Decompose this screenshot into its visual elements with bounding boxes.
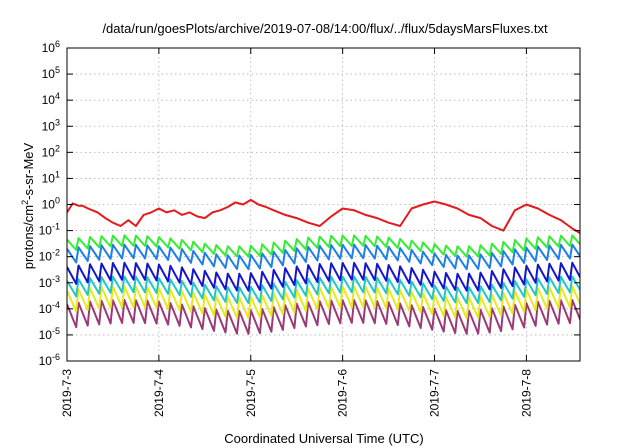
x-axis: 2019-7-3 2019-7-4 2019-7-5 2019-7-6 2019-7-7…: [60, 48, 533, 417]
y-tick-label: 10-5: [39, 326, 60, 342]
x-axis-label: Coordinated Universal Time (UTC): [224, 431, 423, 446]
y-tick-label-base: 10: [39, 224, 53, 238]
series-line: [67, 299, 580, 335]
y-tick-label-exponent: -1: [52, 222, 60, 232]
y-tick-label: 103: [42, 117, 60, 133]
x-tick-label: 2019-7-4: [152, 369, 166, 417]
y-tick-label-base: 10: [42, 119, 56, 133]
x-tick-label: 2019-7-6: [336, 369, 350, 417]
y-tick-label-exponent: 5: [55, 65, 60, 75]
y-tick-label: 102: [42, 143, 60, 159]
y-tick-label: 10-6: [39, 352, 60, 368]
series-line: [67, 261, 580, 292]
series-line: [67, 285, 580, 320]
y-tick-label-base: 10: [39, 354, 53, 368]
y-tick-label-exponent: 4: [55, 91, 60, 101]
x-tick-label: 2019-7-8: [519, 369, 533, 417]
y-tick-label: 101: [42, 169, 60, 185]
y-tick-label-exponent: 3: [55, 117, 60, 127]
y-tick-label: 10-3: [39, 274, 60, 290]
x-tick-label: 2019-7-7: [428, 369, 442, 417]
series-line: [67, 234, 580, 258]
y-tick-label-exponent: -3: [52, 274, 60, 284]
y-tick-label: 10-1: [39, 222, 60, 238]
series-group: [67, 198, 580, 335]
y-tick-label-exponent: 2: [55, 143, 60, 153]
y-tick-label-exponent: -5: [52, 326, 60, 336]
y-tick-label: 10-4: [39, 300, 60, 316]
y-tick-label-exponent: -4: [52, 300, 60, 310]
y-tick-label-base: 10: [42, 67, 56, 81]
y-tick-label-exponent: -6: [52, 352, 60, 362]
series-line: [67, 275, 580, 305]
y-tick-label-base: 10: [39, 250, 53, 264]
y-tick-label-exponent: -2: [52, 248, 60, 258]
y-axis: 10-610-510-410-310-210-11001011021031041…: [39, 39, 580, 368]
y-tick-label-base: 10: [42, 145, 56, 159]
x-tick-label: 2019-7-3: [60, 369, 74, 417]
y-tick-label-base: 10: [42, 93, 56, 107]
y-tick-label: 104: [42, 91, 60, 107]
y-tick-label-base: 10: [39, 302, 53, 316]
y-tick-label-base: 10: [39, 328, 53, 342]
y-axis-label-base: protons/cm: [21, 205, 36, 269]
y-tick-label: 106: [42, 39, 60, 55]
y-tick-label-base: 10: [42, 41, 56, 55]
y-axis-label-superscript: 2: [20, 200, 30, 205]
y-tick-label-exponent: 6: [55, 39, 60, 49]
y-tick-label-base: 10: [42, 198, 56, 212]
y-axis-label: protons/cm2-s-sr-MeV: [20, 142, 36, 269]
y-axis-label-rest: -s-sr-MeV: [21, 142, 36, 199]
y-tick-label-base: 10: [42, 171, 56, 185]
y-tick-label: 10-2: [39, 248, 60, 264]
series-line: [67, 198, 580, 234]
y-tick-label-base: 10: [39, 276, 53, 290]
series-line: [67, 243, 580, 271]
y-tick-label: 100: [42, 196, 60, 212]
y-tick-label-exponent: 0: [55, 196, 60, 206]
x-tick-label: 2019-7-5: [244, 369, 258, 417]
y-tick-label: 105: [42, 65, 60, 81]
chart-title: /data/run/goesPlots/archive/2019-07-08/1…: [102, 21, 548, 36]
y-tick-label-exponent: 1: [55, 169, 60, 179]
